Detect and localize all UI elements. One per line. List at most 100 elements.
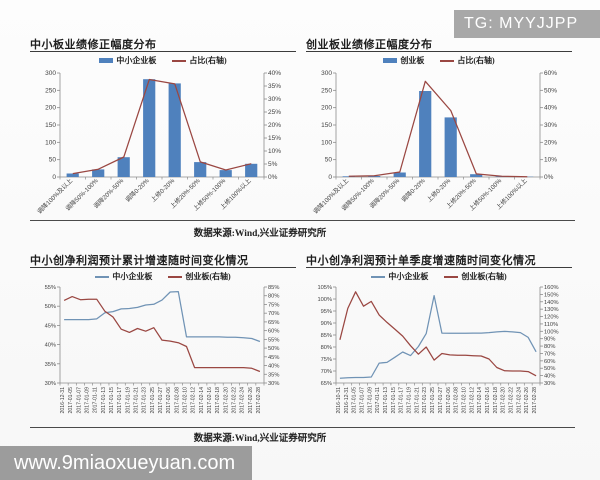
chart-plot: 0 50 100 150 200 250 300 0% 5% 10% 15% 20% 25% 30% 35%… <box>35 70 281 215</box>
svg-text:2017-02-08: 2017-02-08 <box>454 387 460 414</box>
y-axis-right-ticks: 30% 35% 40% 45% 50% 55% 60% 65% 70% 75% 80% 85% <box>264 285 279 387</box>
divider-line <box>30 427 575 428</box>
svg-text:70%: 70% <box>321 369 332 375</box>
svg-text:60%: 60% <box>544 70 557 77</box>
chart-plot: 65% 70% 75% 80% 85% 90% 95% 100% 105% 30%40% 50%60… <box>317 285 559 414</box>
svg-text:40%: 40% <box>45 343 56 349</box>
site-watermark-badge: www.9miaoxueyuan.com <box>0 446 252 480</box>
svg-text:2017-01-27: 2017-01-27 <box>158 387 164 414</box>
svg-text:30%: 30% <box>45 381 56 387</box>
svg-text:2017-02-20: 2017-02-20 <box>501 387 507 414</box>
legend-item: 中小企业板 <box>95 271 152 282</box>
svg-text:90%: 90% <box>321 321 332 327</box>
bars-series <box>342 91 534 177</box>
axes <box>335 73 541 178</box>
line-swatch-icon <box>440 59 455 62</box>
svg-text:2017-01-11: 2017-01-11 <box>93 387 99 413</box>
legend-label: 创业板(右轴) <box>185 272 231 281</box>
svg-text:2017-01-17: 2017-01-17 <box>399 387 405 414</box>
svg-text:2017-02-24: 2017-02-24 <box>240 387 246 414</box>
svg-text:20%: 20% <box>268 122 281 129</box>
svg-text:40%: 40% <box>544 105 557 112</box>
svg-text:2017-02-28: 2017-02-28 <box>532 387 538 414</box>
x-axis-labels: 2016-10-31 2016-12-31 2017-01-05 2017-01-07… <box>336 387 538 414</box>
svg-text:2017-01-19: 2017-01-19 <box>125 387 131 414</box>
line-swatch-icon <box>371 275 386 278</box>
legend-item: 创业板(右轴) <box>168 271 231 282</box>
svg-text:2017-02-24: 2017-02-24 <box>516 387 522 414</box>
left-axis-line-series <box>64 290 261 343</box>
bar-swatch-icon <box>99 58 114 63</box>
svg-text:2017-02-14: 2017-02-14 <box>477 387 483 414</box>
legend-label: 创业板(右轴) <box>461 272 507 281</box>
svg-text:45%: 45% <box>45 323 56 329</box>
svg-text:上修0-20%: 上修0-20% <box>149 176 176 203</box>
svg-text:2017-01-17: 2017-01-17 <box>117 387 123 414</box>
telegram-watermark-badge: TG: MYYJJPP <box>454 10 600 38</box>
svg-text:2017-02-10: 2017-02-10 <box>462 387 468 414</box>
line-swatch-icon <box>172 59 187 62</box>
y-axis-left-ticks: 30% 35% 40% 45% 50% 55% <box>45 285 60 387</box>
svg-text:40%: 40% <box>268 70 281 77</box>
svg-text:2017-01-05: 2017-01-05 <box>352 387 358 414</box>
svg-text:35%: 35% <box>45 362 56 368</box>
svg-text:300: 300 <box>45 70 56 77</box>
svg-text:150%: 150% <box>544 292 559 298</box>
x-axis-ticks <box>59 383 265 386</box>
svg-text:上修0-20%: 上修0-20% <box>425 176 452 203</box>
ratio-line-series <box>72 78 252 175</box>
svg-text:2017-02-16: 2017-02-16 <box>207 387 213 414</box>
svg-text:300: 300 <box>321 70 332 77</box>
svg-text:2017-02-14: 2017-02-14 <box>199 387 205 414</box>
y-axis-right-ticks: 0% 10% 20% 30% 40% 50% 60% <box>540 70 557 181</box>
svg-text:15%: 15% <box>268 135 281 142</box>
legend-label: 中小企业板 <box>112 272 153 281</box>
svg-text:130%: 130% <box>544 307 559 313</box>
svg-text:50%: 50% <box>544 87 557 94</box>
svg-text:2017-02-28: 2017-02-28 <box>256 387 262 414</box>
svg-text:5%: 5% <box>268 161 278 168</box>
y-axis-left-ticks: 65% 70% 75% 80% 85% 90% 95% 100% 105% <box>317 285 336 387</box>
bar-swatch-icon <box>383 58 398 63</box>
svg-text:70%: 70% <box>268 311 279 317</box>
svg-text:150: 150 <box>321 122 332 129</box>
chart-plot: 0 50 100 150 200 250 300 0% 10% 20% 30% 40% 50% 60% 调降… <box>311 70 557 215</box>
data-source-note: 数据来源:Wind,兴业证券研究所 <box>193 434 327 444</box>
svg-text:2017-01-05: 2017-01-05 <box>68 387 74 414</box>
svg-text:80%: 80% <box>544 344 555 350</box>
chart-quarterly-growth-over-time: 中小创净利润预计单季度增速随时间变化情况 中小企业板 创业板(右轴) 65% 70%… <box>306 252 572 425</box>
svg-text:2017-02-18: 2017-02-18 <box>215 387 221 414</box>
axes <box>59 287 265 384</box>
svg-text:35%: 35% <box>268 372 279 378</box>
legend-item: 占比(右轴) <box>440 55 495 66</box>
divider-line <box>30 220 575 221</box>
chart-sme-revision-distribution: 中小板业绩修正幅度分布 中小企业板 占比(右轴) 0 50 100 150 200 250 3… <box>30 36 296 217</box>
right-axis-line-series <box>63 295 261 373</box>
svg-text:2017-02-12: 2017-02-12 <box>191 387 197 414</box>
svg-text:90%: 90% <box>544 337 555 343</box>
chart-title: 创业板业绩修正幅度分布 <box>306 36 572 52</box>
svg-text:2017-01-27: 2017-01-27 <box>438 387 444 414</box>
svg-text:0%: 0% <box>268 174 278 181</box>
svg-text:30%: 30% <box>268 381 279 387</box>
y-axis-left-ticks: 0 50 100 150 200 250 300 <box>321 70 336 181</box>
svg-text:2017-02-08: 2017-02-08 <box>174 387 180 414</box>
svg-text:10%: 10% <box>268 148 281 155</box>
svg-text:100: 100 <box>45 139 56 146</box>
svg-text:25%: 25% <box>268 109 281 116</box>
legend-item: 占比(右轴) <box>172 55 227 66</box>
svg-text:200: 200 <box>321 105 332 112</box>
svg-text:70%: 70% <box>544 351 555 357</box>
legend-label: 占比(右轴) <box>457 56 495 65</box>
svg-text:100%: 100% <box>544 329 559 335</box>
svg-text:50: 50 <box>49 157 57 164</box>
svg-text:2017-02-18: 2017-02-18 <box>493 387 499 414</box>
legend-item: 中小企业板 <box>371 271 428 282</box>
svg-text:调降0-20%: 调降0-20% <box>400 176 427 203</box>
svg-text:0: 0 <box>52 174 56 181</box>
svg-text:50%: 50% <box>45 304 56 310</box>
svg-text:调降0-20%: 调降0-20% <box>124 176 151 203</box>
chart-legend: 创业板 占比(右轴) <box>306 54 572 67</box>
